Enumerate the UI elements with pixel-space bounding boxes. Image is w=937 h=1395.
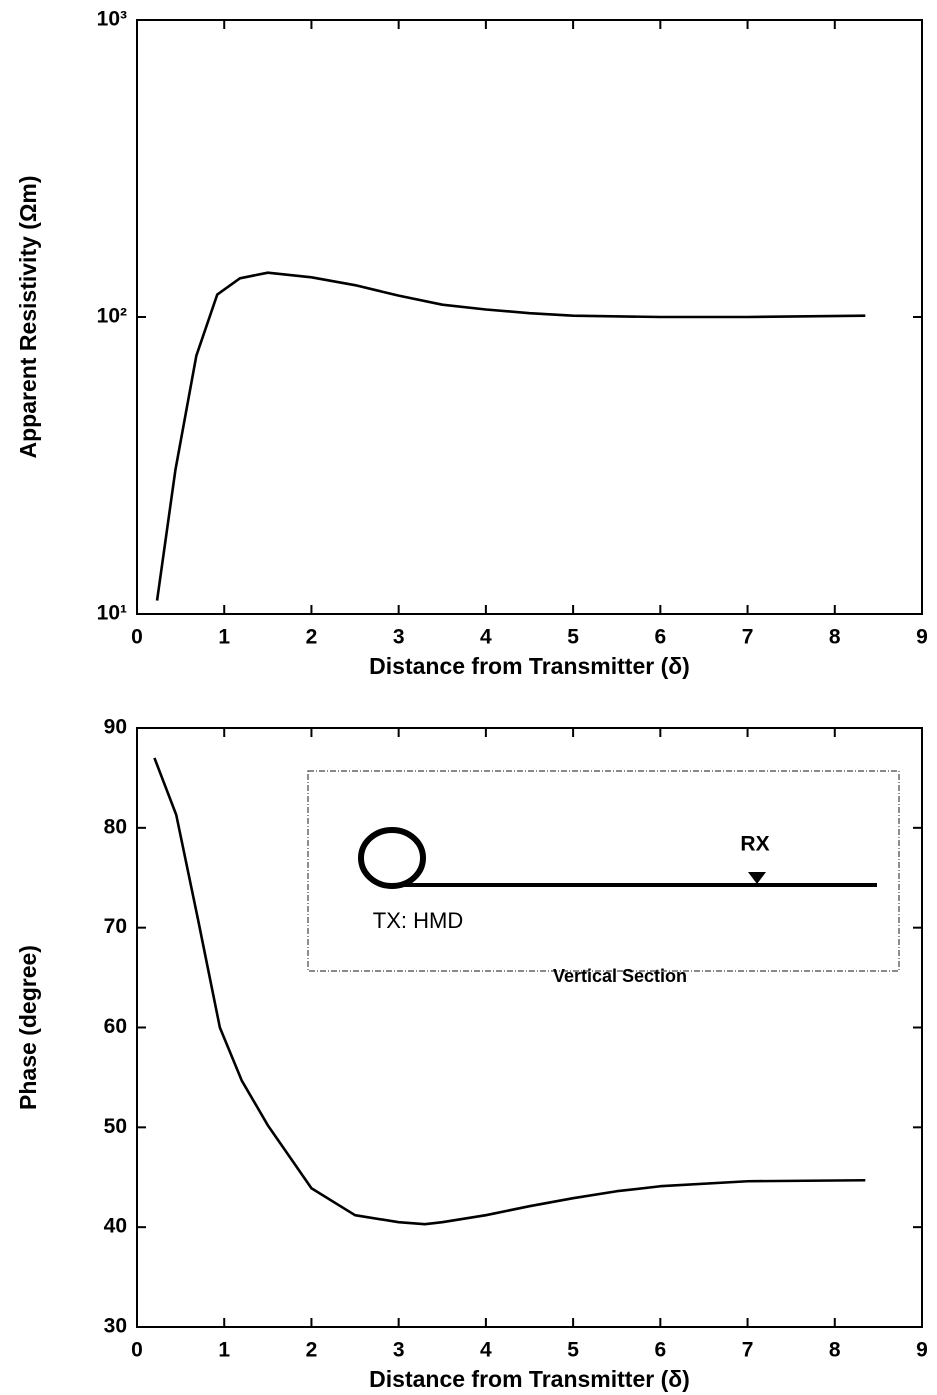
x-tick-label: 3 <box>393 1339 405 1362</box>
data-line <box>153 757 866 1226</box>
x-axis-label: Distance from Transmitter (δ) <box>369 1366 690 1392</box>
x-tick-label: 3 <box>393 626 405 649</box>
x-tick-label: 2 <box>306 626 318 649</box>
y-tick-label: 30 <box>104 1315 127 1338</box>
receiver-label: RX <box>740 833 769 856</box>
y-tick-label: 10² <box>97 305 127 328</box>
x-tick-label: 5 <box>567 1339 579 1362</box>
y-tick-label: 60 <box>104 1015 127 1038</box>
y-tick-label: 70 <box>104 915 127 938</box>
x-tick-label: 4 <box>480 626 492 649</box>
inset-diagram: RX TX: HMD Vertical Section <box>307 770 900 986</box>
x-tick-label: 1 <box>218 626 230 649</box>
receiver-marker <box>748 872 766 884</box>
y-axis-label: Apparent Resistivity (Ωm) <box>15 176 41 459</box>
inset-caption: Vertical Section <box>553 966 687 986</box>
x-tick-label: 6 <box>654 626 666 649</box>
data-line <box>155 271 866 601</box>
x-tick-label: 7 <box>742 1339 754 1362</box>
x-tick-label: 2 <box>306 1339 318 1362</box>
x-axis-label: Distance from Transmitter (δ) <box>369 653 690 679</box>
x-tick-label: 5 <box>567 626 579 649</box>
x-tick-label: 6 <box>654 1339 666 1362</box>
x-tick-label: 0 <box>131 626 143 649</box>
x-tick-label: 7 <box>742 626 754 649</box>
x-tick-label: 9 <box>916 626 928 649</box>
y-tick-label: 80 <box>104 815 127 838</box>
y-tick-label: 10¹ <box>97 602 127 625</box>
transmitter-label: TX: HMD <box>373 908 463 933</box>
y-axis-label: Phase (degree) <box>15 945 41 1110</box>
y-tick-label: 50 <box>104 1115 127 1138</box>
y-tick-label: 90 <box>104 716 127 739</box>
x-tick-label: 8 <box>829 626 841 649</box>
chart: 0 1 2 3 4 5 6 7 8 9 30 40 50 60 70 80 90 Distance from Tr… <box>15 716 928 1393</box>
chart: 0 1 2 3 4 5 6 7 8 9 10¹ 10² 10³ Distance from Transmi… <box>15 8 928 680</box>
x-tick-label: 8 <box>829 1339 841 1362</box>
x-tick-label: 1 <box>218 1339 230 1362</box>
x-tick-label: 4 <box>480 1339 492 1362</box>
x-tick-label: 0 <box>131 1339 143 1362</box>
inset-frame <box>307 770 900 972</box>
x-tick-label: 9 <box>916 1339 928 1362</box>
y-tick-label: 40 <box>104 1215 127 1238</box>
y-tick-label: 10³ <box>97 8 127 31</box>
